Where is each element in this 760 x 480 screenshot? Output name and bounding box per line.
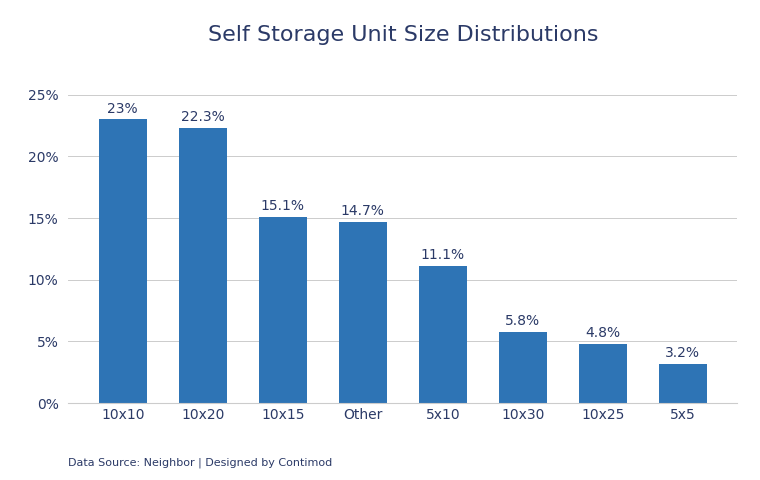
Text: 3.2%: 3.2% <box>665 346 700 360</box>
Bar <box>659 364 707 403</box>
Bar <box>579 344 627 403</box>
Text: 14.7%: 14.7% <box>341 204 385 218</box>
Bar <box>419 266 467 403</box>
Text: 11.1%: 11.1% <box>421 249 465 263</box>
Bar <box>179 128 226 403</box>
Text: 5.8%: 5.8% <box>505 314 540 328</box>
Title: Self Storage Unit Size Distributions: Self Storage Unit Size Distributions <box>207 25 598 45</box>
Bar <box>259 217 307 403</box>
Text: 4.8%: 4.8% <box>585 326 620 340</box>
Text: 15.1%: 15.1% <box>261 199 305 213</box>
Bar <box>499 332 546 403</box>
Bar <box>99 120 147 403</box>
Text: 22.3%: 22.3% <box>181 110 225 124</box>
Text: 23%: 23% <box>107 102 138 116</box>
Text: Data Source: Neighbor | Designed by Contimod: Data Source: Neighbor | Designed by Cont… <box>68 457 333 468</box>
Bar <box>339 222 387 403</box>
